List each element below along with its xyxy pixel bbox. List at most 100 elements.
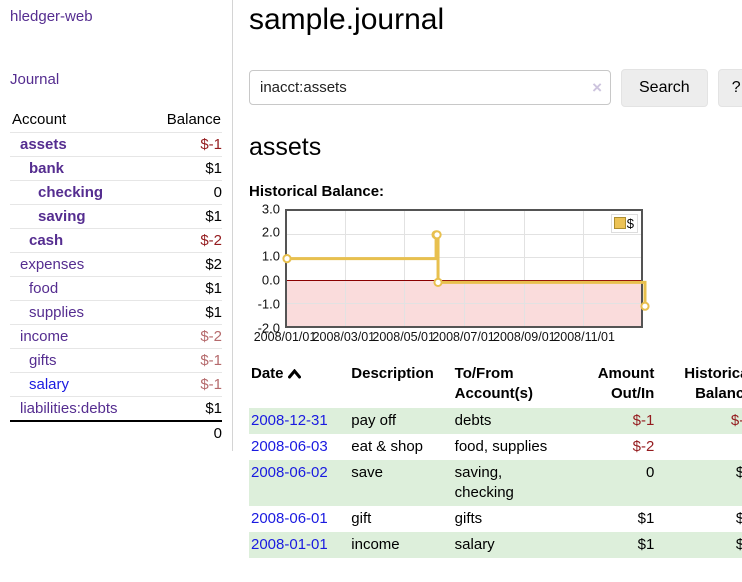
plot-area: $ [282, 208, 650, 328]
chart-title: Historical Balance: [249, 182, 385, 200]
search-input[interactable] [249, 70, 611, 105]
account-link-expenses[interactable]: expenses [20, 256, 85, 273]
register-row: 2008-06-01 gift gifts $1 $2 [249, 506, 742, 532]
x-tick: 2008/09/01 [493, 329, 556, 344]
account-balance: $2 [205, 256, 222, 273]
account-balance: $1 [205, 280, 222, 297]
transaction-description: pay off [351, 411, 397, 429]
transaction-amount: $1 [637, 535, 655, 553]
transaction-accounts: debts [454, 411, 492, 429]
account-link-gifts[interactable]: gifts [29, 352, 57, 369]
account-balance: $-1 [200, 136, 222, 153]
account-row: supplies $1 [10, 300, 222, 325]
account-row: salary $-1 [10, 372, 222, 397]
transaction-balance: $2 [735, 509, 742, 527]
register-header-balance: Historical Balance [684, 364, 742, 402]
account-row: checking 0 [10, 180, 222, 205]
y-tick: 2.0 [261, 224, 280, 240]
account-row: liabilities:debts $1 [10, 396, 222, 422]
balance-line [282, 229, 650, 311]
register-row: 2008-06-03 eat & shop food, supplies $-2… [249, 434, 742, 460]
account-link-supplies[interactable]: supplies [29, 304, 85, 321]
balance-chart: 3.0 2.0 1.0 0.0 -1.0 -2.0 [249, 201, 742, 346]
transaction-accounts: saving, checking [454, 463, 514, 501]
account-link-assets[interactable]: assets [20, 136, 67, 153]
transaction-date-link[interactable]: 2008-12-31 [251, 411, 328, 429]
legend-label: $ [626, 215, 634, 231]
transaction-accounts: salary [454, 535, 495, 553]
account-balance: $1 [205, 208, 222, 225]
account-heading: assets [249, 132, 322, 161]
accounts-total-balance: 0 [213, 425, 222, 442]
transaction-balance: 0 [656, 434, 742, 460]
y-tick: -2.0 [257, 320, 280, 335]
account-link-cash[interactable]: cash [29, 232, 64, 249]
y-tick: 0.0 [261, 272, 280, 288]
transaction-date-link[interactable]: 2008-06-03 [251, 437, 328, 455]
y-tick: -1.0 [257, 296, 280, 312]
account-link-income[interactable]: income [20, 328, 69, 345]
account-link-liabilities-debts[interactable]: liabilities:debts [20, 400, 118, 417]
account-balance: $-2 [200, 232, 222, 249]
clear-search-icon[interactable]: × [592, 77, 602, 97]
y-tick: 3.0 [261, 201, 280, 216]
transaction-date-link[interactable]: 2008-06-02 [251, 463, 328, 481]
register-row: 2008-12-31 pay off debts $-1 $-1 [249, 407, 742, 434]
register-table: Date Description To/From Account(s) Amou… [249, 362, 742, 558]
accounts-header-balance: Balance [166, 111, 221, 128]
account-link-saving[interactable]: saving [38, 208, 86, 225]
account-link-food[interactable]: food [29, 280, 59, 297]
register-row: 2008-06-02 save saving, checking 0 $2 [249, 459, 742, 506]
account-balance: $1 [205, 304, 222, 321]
x-tick: 2008/07/01 [432, 329, 495, 344]
page-title: sample.journal [249, 3, 445, 36]
register-header-amount: Amount Out/In [597, 364, 655, 402]
transaction-date-link[interactable]: 2008-06-01 [251, 509, 328, 527]
transaction-description: income [351, 535, 400, 553]
accounts-table: Account Balance assets $-1 bank $1 check… [10, 108, 222, 445]
brand-link[interactable]: hledger-web [10, 8, 93, 25]
account-balance: $-1 [200, 352, 222, 369]
transaction-balance: $-1 [730, 411, 742, 429]
search-form: × Search ? [249, 68, 742, 107]
account-link-checking[interactable]: checking [38, 184, 104, 201]
transaction-amount: $1 [637, 509, 655, 527]
x-tick: 2008/03/01 [312, 329, 376, 344]
sidebar-item-journal[interactable]: Journal [10, 71, 60, 88]
transaction-balance: $2 [735, 463, 742, 481]
search-button[interactable]: Search [621, 68, 708, 107]
accounts-header-account: Account [12, 111, 67, 128]
legend-swatch-icon [613, 217, 626, 229]
account-row: income $-2 [10, 324, 222, 349]
zero-line [287, 279, 641, 281]
account-link-bank[interactable]: bank [29, 160, 65, 177]
transaction-balance: $1 [735, 535, 742, 553]
account-row: saving $1 [10, 204, 222, 229]
account-row: expenses $2 [10, 252, 222, 277]
register-header-description: Description [351, 364, 434, 382]
account-row: gifts $-1 [10, 348, 222, 373]
transaction-accounts: food, supplies [454, 437, 548, 455]
transaction-description: gift [351, 509, 372, 527]
transaction-description: eat & shop [351, 437, 423, 455]
x-tick: 2008/11/01 [553, 329, 615, 344]
main-content: sample.journal × Search ? assets Histori… [233, 0, 742, 558]
transaction-description: save [351, 463, 383, 481]
account-balance: 0 [213, 184, 222, 201]
account-row: bank $1 [10, 156, 222, 181]
account-balance: $1 [205, 400, 222, 417]
app: hledger-web Journal Account Balance asse… [0, 0, 742, 558]
transaction-amount: 0 [646, 463, 655, 481]
account-link-salary[interactable]: salary [29, 376, 70, 393]
search-box: × [249, 70, 611, 105]
register-row: 2008-01-01 income salary $1 $1 [249, 531, 742, 558]
register-header-date[interactable]: Date [249, 362, 349, 408]
sidebar: hledger-web Journal Account Balance asse… [0, 0, 233, 451]
transaction-accounts: gifts [454, 509, 483, 527]
accounts-total-row: 0 [10, 421, 222, 445]
chart-legend: $ [610, 213, 638, 233]
register-header-accounts: To/From Account(s) [454, 364, 534, 402]
help-button[interactable]: ? [717, 68, 742, 107]
account-balance: $-1 [200, 376, 222, 393]
transaction-date-link[interactable]: 2008-01-01 [251, 535, 328, 553]
